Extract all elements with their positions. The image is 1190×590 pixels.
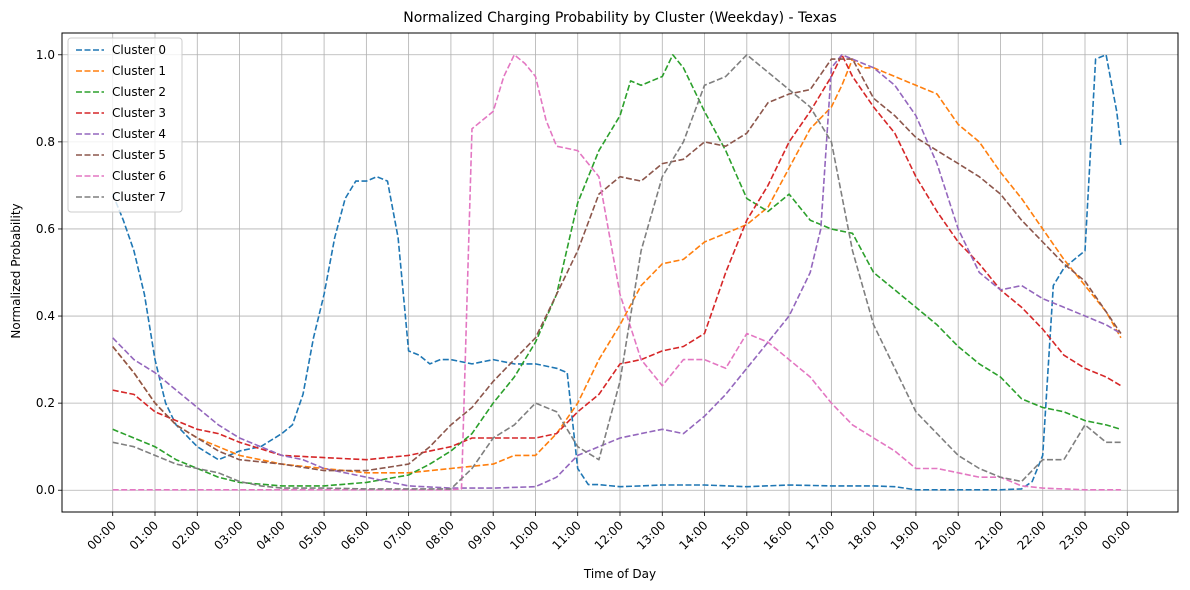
series-line-cluster-5	[112, 58, 1122, 472]
series-lines	[111, 54, 1122, 491]
y-tick-label: 0.6	[36, 222, 55, 236]
y-axis-label: Normalized Probability	[9, 203, 23, 338]
legend-entry-label: Cluster 3	[112, 106, 166, 120]
series-line-cluster-7	[112, 54, 1121, 490]
legend-entry-label: Cluster 1	[112, 64, 166, 78]
legend-box	[67, 37, 183, 213]
legend-entry-label: Cluster 0	[112, 43, 166, 57]
y-tick-label: 0.2	[36, 396, 55, 410]
series-line-cluster-2	[112, 54, 1122, 487]
y-tick-label: 0.8	[36, 135, 55, 149]
x-axis-label: Time of Day	[583, 567, 656, 581]
legend-entry-label: Cluster 4	[112, 127, 166, 141]
legend-entry-label: Cluster 5	[112, 148, 166, 162]
legend: Cluster 0 Cluster 1 Cluster 2 Cluster 3 Clus…	[67, 37, 183, 213]
legend-entry-label: Cluster 2	[112, 85, 166, 99]
chart-title: Normalized Charging Probability by Clust…	[403, 10, 836, 26]
series-line-cluster-6	[112, 54, 1121, 491]
legend-entry-label: Cluster 6	[112, 169, 166, 183]
y-tick-label: 1.0	[36, 48, 55, 62]
y-tick-label: 0.0	[36, 483, 55, 497]
y-tick-label: 0.4	[36, 309, 55, 323]
series-line-cluster-4	[112, 54, 1122, 489]
legend-entry-label: Cluster 7	[112, 190, 166, 204]
